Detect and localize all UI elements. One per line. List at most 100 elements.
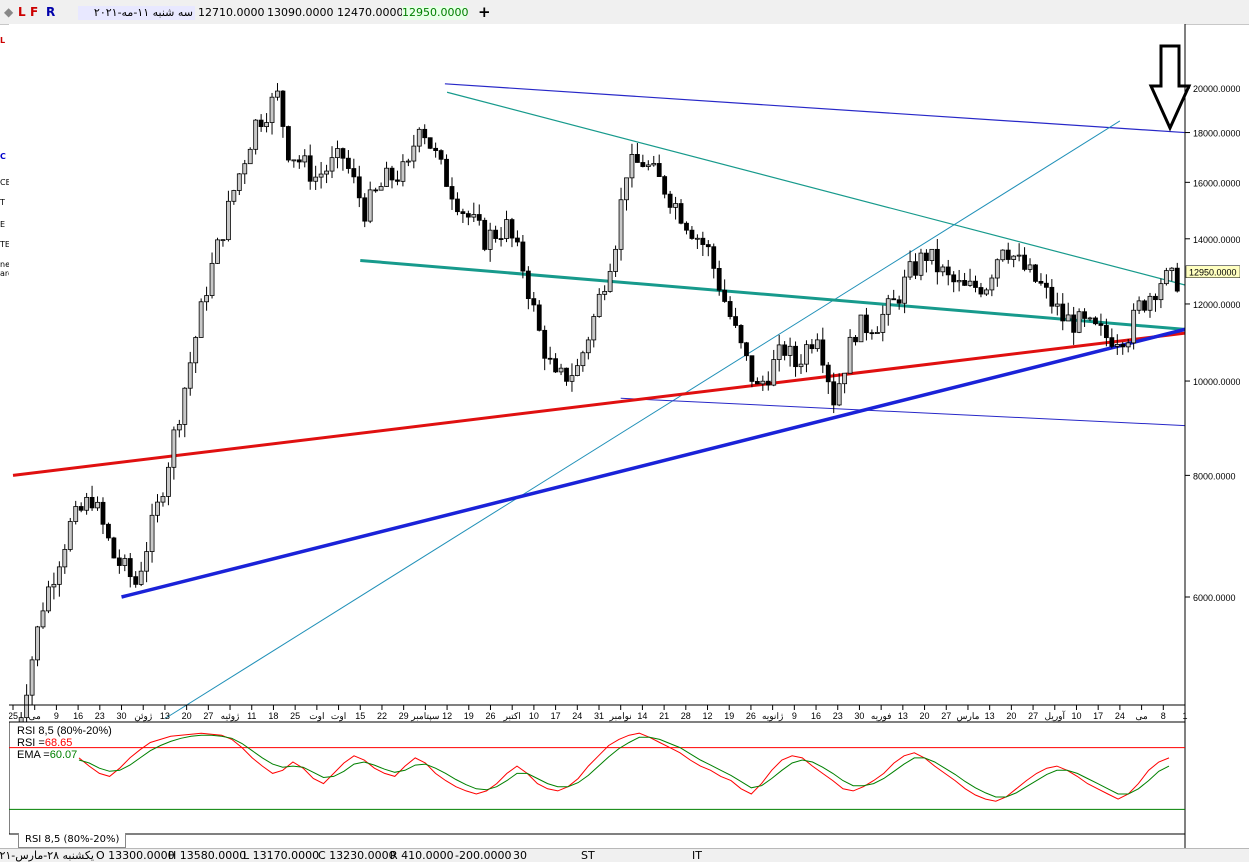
x-tick-label: 11 [247, 711, 256, 721]
candle [329, 146, 335, 179]
candle [1016, 243, 1022, 262]
x-tick-label: 26 [746, 711, 756, 721]
x-tick-label: 13 [898, 711, 908, 721]
candle [640, 154, 646, 168]
price-tick-label: 6000.0000 [1193, 593, 1236, 603]
candle [46, 580, 51, 614]
candle [667, 190, 673, 214]
candle [978, 282, 984, 298]
candle [645, 160, 651, 171]
candle [525, 266, 531, 310]
candle [362, 193, 368, 228]
status-high: H 13580.0000 [168, 849, 247, 862]
candle [547, 346, 553, 365]
x-tick-label: سپتامبر [410, 711, 439, 722]
candle [487, 222, 493, 262]
candle [945, 259, 951, 286]
price-tick-label: 8000.0000 [1193, 471, 1236, 481]
left-glyph-te: TE [0, 240, 9, 249]
candle [356, 165, 362, 208]
chart-area[interactable]: 20000.0000 18000.0000 16000.0000 14000.0000… [9, 24, 1240, 848]
left-glyph-ne: ne [0, 260, 9, 269]
candle [116, 549, 122, 574]
candle [275, 83, 280, 101]
x-tick-label: مى [1135, 711, 1148, 721]
toolbar-button-l[interactable]: L [18, 5, 26, 19]
candle [422, 124, 428, 145]
candle [264, 113, 269, 133]
candle [934, 238, 940, 285]
candle [869, 329, 875, 340]
candle [84, 492, 90, 515]
toolbar-button-f[interactable]: F [30, 5, 39, 19]
candle [874, 326, 880, 334]
current-price-label: 12950.0000 [1189, 268, 1237, 278]
candle [831, 372, 837, 414]
status-it: IT [692, 849, 702, 862]
candle [133, 571, 139, 588]
toolbar-high: 13090.0000 [267, 6, 334, 19]
candle [994, 258, 1000, 287]
candle [324, 164, 329, 184]
candle [220, 239, 226, 247]
diamond-icon[interactable]: ◆ [4, 5, 14, 19]
toolbar-button-r[interactable]: R [46, 5, 56, 19]
add-chart-icon[interactable]: + [478, 3, 491, 21]
candle [35, 625, 40, 667]
candle [455, 192, 460, 216]
candle [1147, 292, 1153, 318]
blue-trend-line [121, 327, 1186, 599]
candle [684, 221, 689, 235]
candle [656, 154, 662, 177]
left-glyph-c: C [0, 152, 6, 161]
candle [209, 252, 215, 299]
candle [444, 154, 449, 187]
candle [1174, 262, 1180, 293]
x-tick-label: 30 [854, 711, 864, 721]
candle [618, 187, 624, 261]
candle [705, 240, 711, 257]
x-tick-label: 20 [182, 711, 192, 721]
x-tick-label: 24 [572, 711, 582, 721]
candle [1131, 303, 1137, 350]
candle [122, 554, 128, 572]
candle [1065, 302, 1071, 322]
candle [902, 269, 908, 314]
candle [73, 500, 79, 525]
price-tick-label: 20000.0000 [1193, 84, 1240, 94]
candle [160, 492, 166, 507]
candle [984, 287, 989, 296]
candle [236, 173, 242, 196]
status-date: يکشنبه ۲۸-مارس-۲۰۲۱ [0, 849, 94, 862]
teal-diagonal-line [446, 91, 1186, 286]
candle [1163, 267, 1169, 286]
x-tick-label: 15 [355, 711, 365, 721]
current-price-box [1185, 265, 1240, 278]
x-tick-label: ژانويه [762, 711, 783, 722]
x-tick-label: مى [29, 711, 42, 721]
status-change: -200.0000 [455, 849, 512, 862]
candle [782, 341, 788, 361]
candle [760, 375, 766, 391]
tab-rsi[interactable]: RSI 8,5 (80%-20%) [18, 833, 127, 848]
price-tick-label: 16000.0000 [1193, 178, 1240, 188]
candle [313, 165, 319, 190]
candle [967, 268, 973, 287]
candle [335, 140, 340, 169]
candle [591, 313, 597, 348]
candle [613, 245, 618, 277]
x-tick-label: اکتبر [503, 711, 521, 722]
right-panel-strip [1240, 24, 1249, 404]
rsi-legend-ema: EMA =60.07 [17, 749, 77, 761]
rsi-panel: RSI 8,5 (80%-20%) RSI =68.65 EMA =60.07 [9, 721, 1186, 835]
candle [285, 125, 291, 163]
candle [809, 338, 815, 354]
candle [1038, 273, 1044, 286]
candle [51, 572, 57, 600]
x-tick-label: فوريه [871, 711, 892, 722]
candle [465, 210, 471, 226]
cyan-rising-line [164, 120, 1121, 720]
left-glyph-strip: L C CE T E TE ne ard [0, 36, 9, 278]
candle [1049, 279, 1055, 314]
toolbar-open: 12710.0000 [198, 6, 265, 19]
